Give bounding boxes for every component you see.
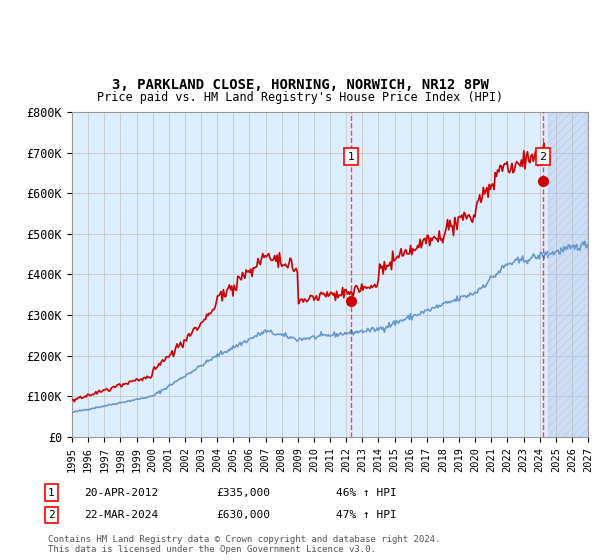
Text: 2: 2 [539, 152, 547, 162]
Text: 3, PARKLAND CLOSE, HORNING, NORWICH, NR12 8PW: 3, PARKLAND CLOSE, HORNING, NORWICH, NR1… [112, 78, 488, 92]
Text: Price paid vs. HM Land Registry's House Price Index (HPI): Price paid vs. HM Land Registry's House … [97, 91, 503, 104]
Text: 22-MAR-2024: 22-MAR-2024 [84, 510, 158, 520]
Text: £335,000: £335,000 [216, 488, 270, 498]
Text: £630,000: £630,000 [216, 510, 270, 520]
Text: 47% ↑ HPI: 47% ↑ HPI [336, 510, 397, 520]
Text: 1: 1 [347, 152, 355, 162]
Bar [548, 112, 588, 437]
Text: 46% ↑ HPI: 46% ↑ HPI [336, 488, 397, 498]
Text: 1: 1 [48, 488, 55, 498]
Text: 2: 2 [48, 510, 55, 520]
Text: 20-APR-2012: 20-APR-2012 [84, 488, 158, 498]
Text: Contains HM Land Registry data © Crown copyright and database right 2024.
This d: Contains HM Land Registry data © Crown c… [48, 535, 440, 554]
